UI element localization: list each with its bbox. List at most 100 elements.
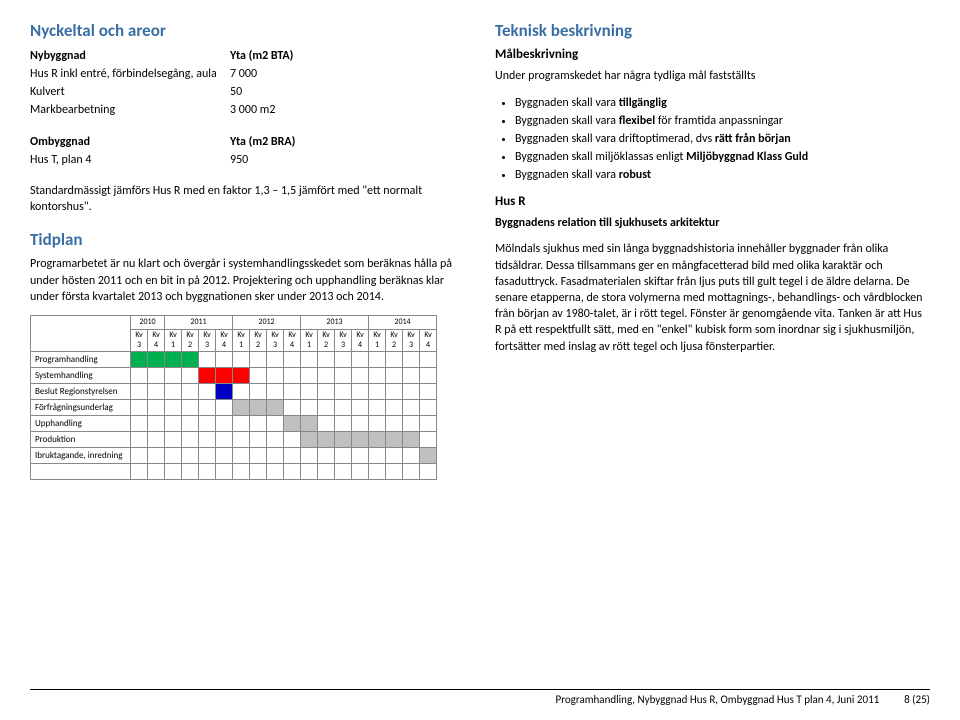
gantt-cell [386, 399, 403, 415]
gantt-cell [182, 447, 199, 463]
gantt-cell [284, 367, 301, 383]
gantt-quarter: Kv4 [284, 329, 301, 351]
paragraph-tidplan: Programarbetet är nu klart och övergår i… [30, 256, 465, 305]
list-item: Byggnaden skall vara flexibel för framti… [515, 112, 930, 130]
gantt-cell [250, 463, 267, 479]
gantt-cell [386, 383, 403, 399]
gantt-cell [301, 399, 318, 415]
gantt-cell [318, 447, 335, 463]
gantt-cell [233, 463, 250, 479]
footer-text: Programhandling, Nybyggnad Hus R, Ombygg… [556, 693, 880, 706]
gantt-cell [165, 463, 182, 479]
gantt-cell [216, 447, 233, 463]
gantt-cell [420, 447, 437, 463]
gantt-cell [386, 463, 403, 479]
heading-nyckeltal: Nyckeltal och areor [30, 20, 465, 41]
list-item: Byggnaden skall vara robust [515, 166, 930, 184]
gantt-row-label: Förfrågningsunderlag [31, 399, 131, 415]
gantt-cell [199, 431, 216, 447]
gantt-quarter: Kv3 [403, 329, 420, 351]
gantt-cell [148, 367, 165, 383]
gantt-cell [131, 415, 148, 431]
gantt-cell [301, 463, 318, 479]
label-ombyggnad: Ombyggnad [30, 135, 90, 149]
gantt-row-label: Ibruktagande, inredning [31, 447, 131, 463]
gantt-cell [250, 383, 267, 399]
gantt-cell [216, 415, 233, 431]
gantt-quarter: Kv4 [148, 329, 165, 351]
cell: 3 000 m2 [230, 101, 275, 119]
gantt-quarter: Kv4 [352, 329, 369, 351]
list-item: Byggnaden skall vara driftoptimerad, dvs… [515, 130, 930, 148]
gantt-cell [267, 431, 284, 447]
gantt-cell [386, 431, 403, 447]
label-yta-bta: Yta (m2 BTA) [230, 49, 293, 63]
gantt-cell [165, 431, 182, 447]
gantt-cell [403, 399, 420, 415]
gantt-quarter: Kv2 [250, 329, 267, 351]
gantt-cell [420, 415, 437, 431]
gantt-cell [420, 367, 437, 383]
gantt-cell [335, 415, 352, 431]
label-nybyggnad: Nybyggnad [30, 49, 86, 63]
gantt-cell [369, 447, 386, 463]
gantt-cell [335, 367, 352, 383]
gantt-cell [420, 431, 437, 447]
gantt-cell [182, 367, 199, 383]
gantt-cell [267, 447, 284, 463]
gantt-cell [199, 399, 216, 415]
label-yta-bra: Yta (m2 BRA) [230, 135, 295, 149]
gantt-quarter: Kv1 [301, 329, 318, 351]
gantt-cell [301, 415, 318, 431]
bullet-list: Byggnaden skall vara tillgängligByggnade… [515, 94, 930, 184]
gantt-cell [318, 399, 335, 415]
gantt-cell [301, 431, 318, 447]
gantt-cell [148, 431, 165, 447]
gantt-quarter: Kv3 [267, 329, 284, 351]
gantt-cell [267, 415, 284, 431]
gantt-cell [352, 431, 369, 447]
gantt-cell [420, 383, 437, 399]
gantt-year: 2010 [131, 315, 165, 329]
gantt-year: 2014 [369, 315, 437, 329]
gantt-cell [216, 431, 233, 447]
gantt-cell [318, 383, 335, 399]
gantt-cell [131, 351, 148, 367]
gantt-cell [301, 447, 318, 463]
table-ombyggnad: Ombyggnad Yta (m2 BRA) Hus T, plan 4 950 [30, 133, 465, 169]
gantt-cell [267, 351, 284, 367]
cell: 7 000 [230, 65, 257, 83]
gantt-cell [148, 463, 165, 479]
gantt-cell [182, 399, 199, 415]
gantt-cell [250, 415, 267, 431]
gantt-cell [318, 463, 335, 479]
gantt-cell [369, 399, 386, 415]
gantt-cell [131, 399, 148, 415]
gantt-cell [267, 367, 284, 383]
gantt-cell [352, 367, 369, 383]
gantt-quarter: Kv3 [131, 329, 148, 351]
gantt-cell [233, 351, 250, 367]
gantt-cell [386, 367, 403, 383]
gantt-cell [369, 431, 386, 447]
gantt-cell [284, 399, 301, 415]
gantt-cell [352, 415, 369, 431]
gantt-cell [233, 431, 250, 447]
gantt-cell [335, 447, 352, 463]
gantt-quarter: Kv3 [335, 329, 352, 351]
gantt-cell [131, 367, 148, 383]
gantt-cell [403, 351, 420, 367]
gantt-cell [131, 431, 148, 447]
gantt-cell [301, 367, 318, 383]
gantt-cell [250, 447, 267, 463]
gantt-cell [148, 415, 165, 431]
table-nybyggnad: Nybyggnad Yta (m2 BTA) Hus R inkl entré,… [30, 47, 465, 119]
gantt-cell [165, 367, 182, 383]
page-footer: Programhandling, Nybyggnad Hus R, Ombygg… [30, 689, 930, 706]
gantt-cell [131, 383, 148, 399]
gantt-cell [182, 463, 199, 479]
gantt-cell [233, 399, 250, 415]
heading-relation: Byggnadens relation till sjukhusets arki… [495, 215, 930, 231]
cell: Hus R inkl entré, förbindelsegång, aula [30, 65, 230, 83]
gantt-cell [352, 399, 369, 415]
